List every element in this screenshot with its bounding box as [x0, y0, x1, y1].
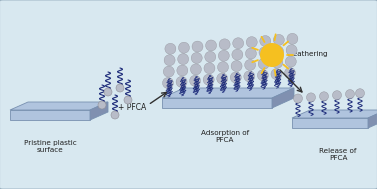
- Polygon shape: [162, 98, 272, 108]
- Circle shape: [244, 71, 255, 82]
- Circle shape: [286, 45, 297, 56]
- Polygon shape: [292, 118, 368, 128]
- Circle shape: [178, 42, 190, 53]
- Circle shape: [272, 57, 283, 68]
- Circle shape: [164, 55, 175, 66]
- Text: + PFCA: + PFCA: [118, 104, 146, 112]
- Circle shape: [124, 96, 132, 104]
- Circle shape: [217, 73, 228, 84]
- Circle shape: [245, 48, 256, 59]
- Circle shape: [191, 53, 202, 64]
- Circle shape: [319, 92, 328, 101]
- Polygon shape: [90, 102, 108, 120]
- Circle shape: [245, 59, 256, 70]
- Polygon shape: [292, 110, 377, 118]
- Circle shape: [205, 40, 216, 51]
- Circle shape: [257, 70, 268, 81]
- Text: Pristine plastic
surface: Pristine plastic surface: [24, 140, 77, 153]
- Circle shape: [285, 67, 296, 78]
- Circle shape: [176, 76, 187, 87]
- Circle shape: [333, 91, 342, 100]
- Text: Weathering: Weathering: [287, 51, 329, 57]
- Circle shape: [258, 58, 269, 69]
- Circle shape: [163, 66, 174, 77]
- Circle shape: [232, 49, 243, 60]
- Circle shape: [285, 56, 296, 67]
- Circle shape: [178, 54, 188, 65]
- Circle shape: [307, 93, 316, 102]
- Circle shape: [116, 84, 124, 92]
- Circle shape: [203, 74, 214, 85]
- Circle shape: [345, 90, 354, 99]
- Circle shape: [190, 64, 201, 75]
- Circle shape: [192, 41, 203, 52]
- Circle shape: [162, 77, 173, 88]
- Circle shape: [260, 36, 271, 46]
- Circle shape: [165, 43, 176, 54]
- Circle shape: [287, 33, 298, 44]
- Circle shape: [356, 89, 365, 98]
- Circle shape: [231, 60, 242, 72]
- Circle shape: [246, 37, 257, 48]
- Circle shape: [260, 43, 284, 67]
- Polygon shape: [368, 110, 377, 128]
- Circle shape: [111, 111, 119, 119]
- Circle shape: [98, 101, 106, 109]
- Text: Adsorption of
PFCA: Adsorption of PFCA: [201, 130, 249, 143]
- Polygon shape: [162, 88, 294, 98]
- Circle shape: [273, 46, 284, 57]
- Circle shape: [233, 38, 244, 49]
- Circle shape: [259, 47, 270, 58]
- Circle shape: [218, 50, 229, 61]
- Circle shape: [104, 88, 112, 96]
- Circle shape: [218, 62, 228, 73]
- Circle shape: [190, 75, 201, 86]
- Text: Release of
PFCA: Release of PFCA: [319, 148, 357, 161]
- Circle shape: [273, 34, 284, 45]
- Circle shape: [230, 72, 241, 83]
- Polygon shape: [10, 102, 108, 110]
- Circle shape: [294, 94, 302, 103]
- Circle shape: [205, 51, 216, 62]
- Polygon shape: [10, 110, 90, 120]
- Polygon shape: [272, 88, 294, 108]
- Circle shape: [271, 69, 282, 80]
- Circle shape: [177, 65, 188, 76]
- Circle shape: [219, 39, 230, 50]
- Circle shape: [204, 63, 215, 74]
